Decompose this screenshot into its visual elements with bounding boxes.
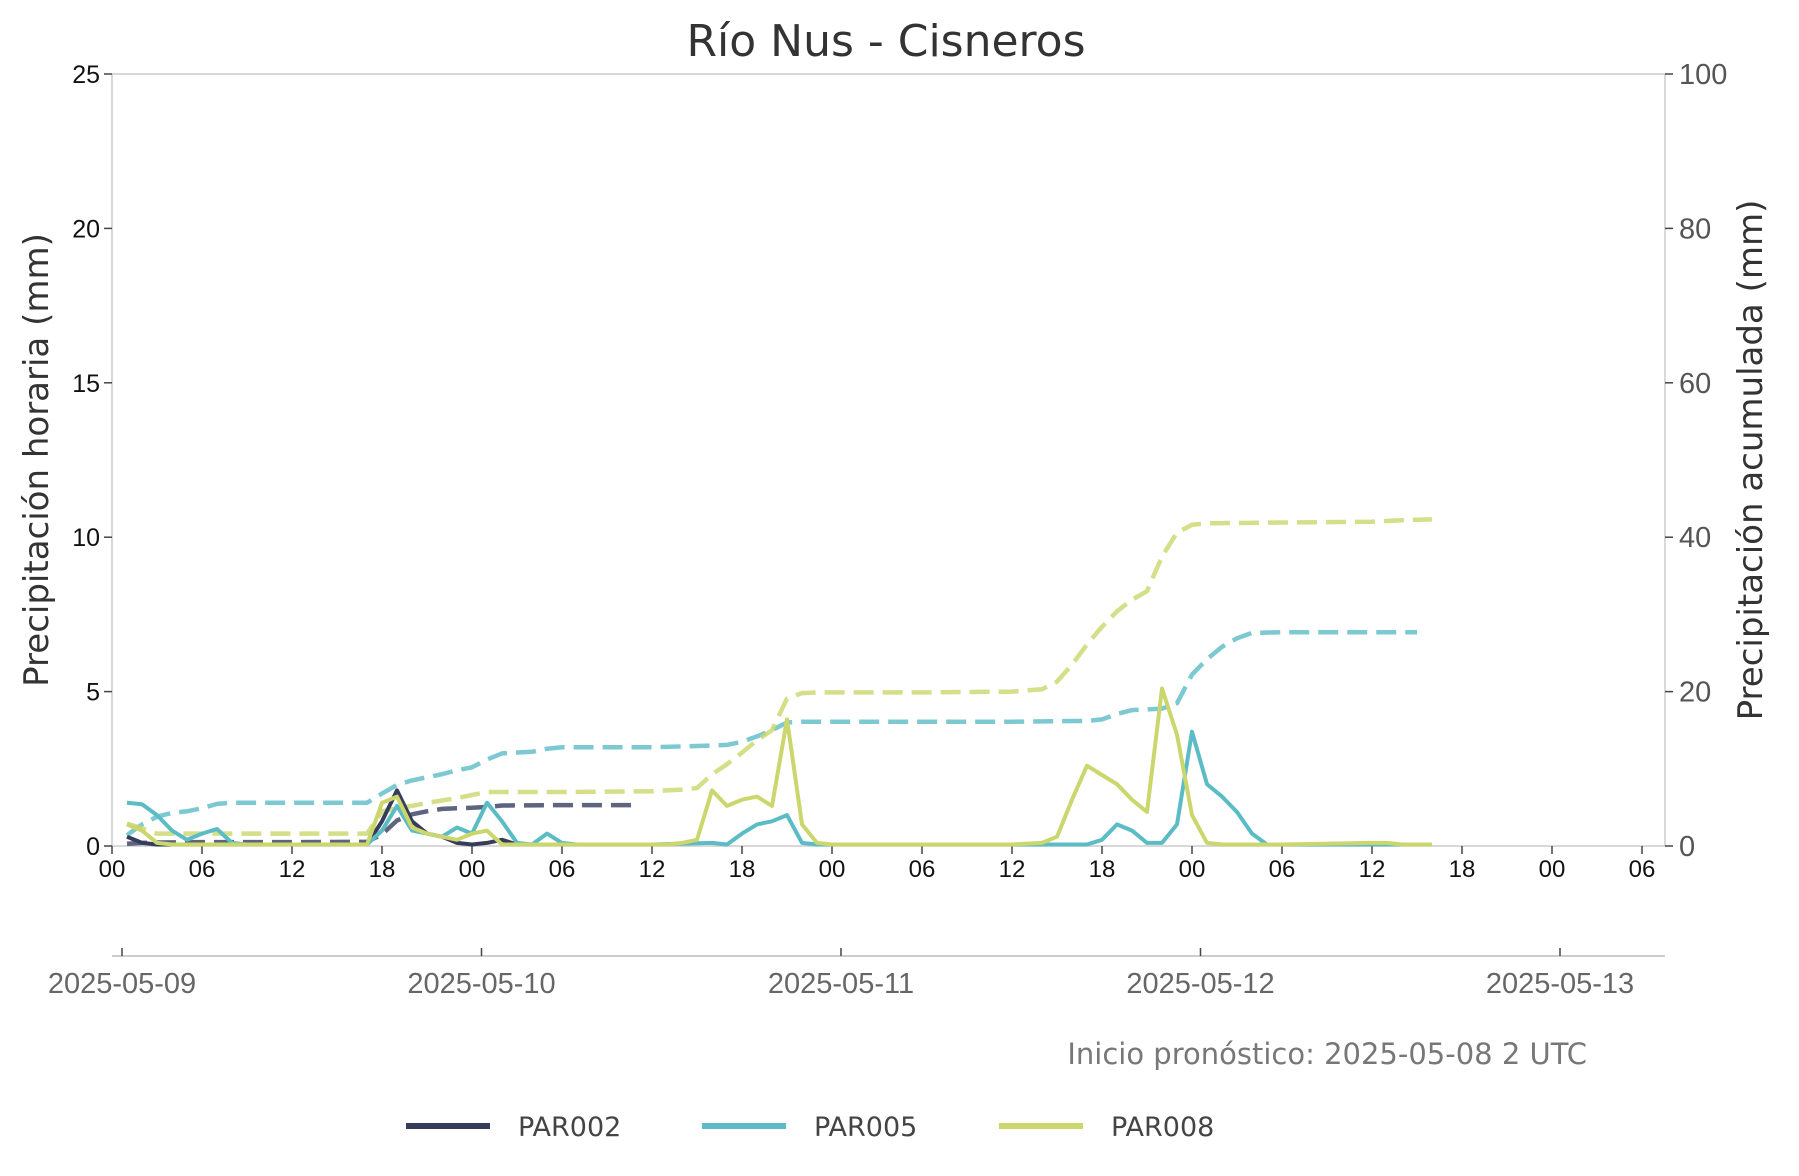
y-left-tick-label: 10 xyxy=(72,524,100,552)
chart-title: Río Nus - Cisneros xyxy=(686,16,1085,67)
y-right-tick-label: 100 xyxy=(1679,59,1727,91)
y-left-tick-label: 20 xyxy=(72,215,100,243)
x-hour-tick-label: 00 xyxy=(1539,856,1566,883)
legend-label-par002: PAR002 xyxy=(518,1112,621,1143)
y-left-tick-label: 5 xyxy=(86,679,100,707)
x-hour-tick-label: 00 xyxy=(99,856,126,883)
series-layer xyxy=(125,517,1433,847)
series-par002-hourly-line xyxy=(126,788,518,847)
series-par005-hourly-line xyxy=(126,729,1417,847)
x-hour-tick-label: 12 xyxy=(639,856,666,883)
legend-label-par005: PAR005 xyxy=(814,1112,917,1143)
series-par008-cumulative-line xyxy=(126,517,1433,836)
y-axis-right: 0 20 40 60 80 100 xyxy=(1665,59,1727,863)
y-left-tick-label: 0 xyxy=(86,833,100,861)
x-hour-tick-label: 06 xyxy=(909,856,936,883)
x-hour-tick-label: 06 xyxy=(1629,856,1656,883)
legend-label-par008: PAR008 xyxy=(1111,1112,1214,1143)
x-hour-tick-label: 12 xyxy=(1359,856,1386,883)
x-date-tick-label: 2025-05-10 xyxy=(407,968,555,1000)
x-date-tick-label: 2025-05-12 xyxy=(1126,968,1274,1000)
series-par002-cumulative-line xyxy=(126,802,637,846)
series-par005-cumulative-line xyxy=(125,629,1417,838)
x-hour-tick-label: 06 xyxy=(549,856,576,883)
x-date-tick-label: 2025-05-09 xyxy=(48,968,196,1000)
plot-area xyxy=(111,73,1666,847)
x-hour-tick-label: 06 xyxy=(189,856,216,883)
x-hour-tick-label: 12 xyxy=(279,856,306,883)
series-par008-hourly-line xyxy=(126,686,1432,847)
x-axis-hours: 00 06 12 18 00 06 12 18 00 06 12 18 00 06 12 18 00 06 xyxy=(99,846,1656,883)
y-left-tick-label: 25 xyxy=(72,61,100,89)
x-hour-tick-label: 18 xyxy=(369,856,396,883)
x-hour-tick-label: 00 xyxy=(459,856,486,883)
x-hour-tick-label: 12 xyxy=(999,856,1026,883)
y-left-tick-label: 15 xyxy=(72,370,100,398)
x-hour-tick-label: 18 xyxy=(1089,856,1116,883)
y-right-tick-label: 40 xyxy=(1679,522,1711,554)
forecast-start-note: Inicio pronóstico: 2025-05-08 2 UTC xyxy=(1067,1037,1587,1071)
x-hour-tick-label: 06 xyxy=(1269,856,1296,883)
y-right-tick-label: 20 xyxy=(1679,677,1711,709)
x-axis-dates: 2025-05-09 2025-05-10 2025-05-11 2025-05-12… xyxy=(48,948,1634,1000)
y-right-tick-label: 60 xyxy=(1679,368,1711,400)
x-hour-tick-label: 00 xyxy=(819,856,846,883)
y-axis-left-label: Precipitación horaria (mm) xyxy=(17,233,57,687)
x-hour-tick-label: 18 xyxy=(729,856,756,883)
y-axis-left: 0 5 10 15 20 25 xyxy=(72,61,112,861)
y-right-tick-label: 0 xyxy=(1679,831,1695,863)
x-hour-tick-label: 18 xyxy=(1449,856,1476,883)
y-right-tick-label: 80 xyxy=(1679,213,1711,245)
x-date-tick-label: 2025-05-13 xyxy=(1486,968,1634,1000)
y-axis-right-label: Precipitación acumulada (mm) xyxy=(1731,200,1771,721)
x-hour-tick-label: 00 xyxy=(1179,856,1206,883)
legend: PAR002 PAR005 PAR008 xyxy=(406,1112,1214,1143)
x-date-tick-label: 2025-05-11 xyxy=(768,968,914,1000)
